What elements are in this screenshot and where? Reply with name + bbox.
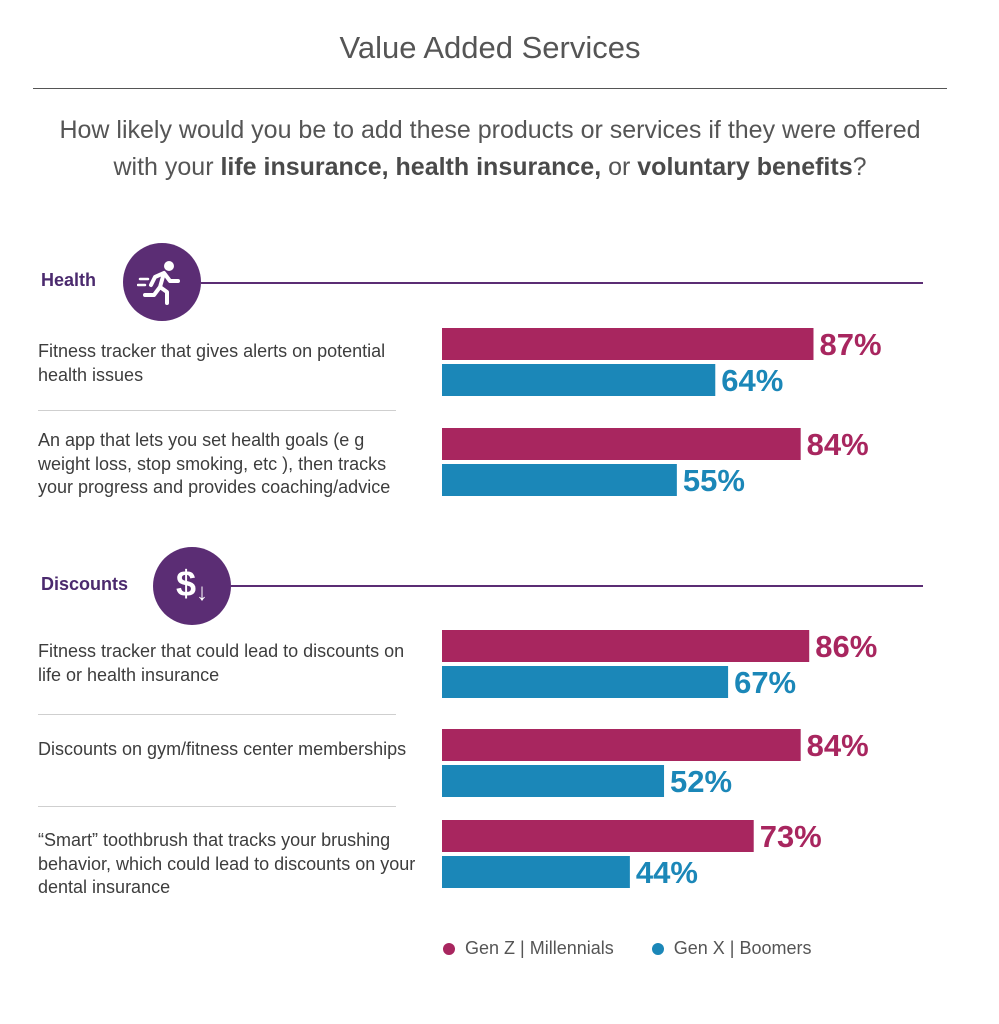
page-title: Value Added Services — [339, 30, 641, 65]
running-person-icon — [123, 243, 201, 321]
value-label-s1-item5: 73% — [760, 819, 822, 854]
value-label-s2-item4: 52% — [670, 764, 732, 799]
value-label-s2-item2: 55% — [683, 463, 745, 498]
value-label-s1-item4: 84% — [807, 728, 869, 763]
survey-question: How likely would you be to add these pro… — [40, 112, 940, 186]
value-label-s1-item3: 86% — [815, 629, 877, 664]
legend-label-series2: Gen X | Boomers — [673, 938, 812, 958]
value-label-s2-item5: 44% — [636, 855, 698, 890]
legend-dot-series1 — [443, 942, 455, 955]
section-label-discounts: Discounts — [41, 574, 129, 594]
bar-s1-item1 — [442, 328, 814, 360]
question-text-3: ? — [852, 153, 867, 181]
item-divider — [38, 714, 396, 715]
question-bold-1: life insurance, health insurance, — [220, 153, 602, 181]
value-label-s1-item2: 84% — [807, 427, 869, 462]
dollar-glyph: $ — [175, 563, 197, 604]
value-label-s2-item1: 64% — [721, 363, 783, 398]
value-label-s1-item1: 87% — [819, 327, 881, 362]
item-divider — [38, 410, 396, 411]
item-label-gym-discounts: Discounts on gym/fitness center membersh… — [38, 739, 407, 759]
item-label-fitness-discounts: Fitness tracker that could lead to disco… — [38, 641, 405, 685]
legend-dot-series2 — [651, 942, 664, 955]
value-label-s2-item3: 67% — [734, 665, 796, 700]
dollar-down-arrow-icon: $ ↓ — [153, 547, 231, 625]
section-divider-health — [201, 282, 923, 284]
item-divider — [38, 806, 396, 807]
section-label-health: Health — [41, 270, 97, 290]
question-text-1: How likely would you be to add these pro… — [59, 116, 921, 181]
section-divider-discounts — [231, 585, 923, 587]
bar-s2-item1 — [442, 364, 716, 396]
bar-s1-item5 — [442, 820, 754, 852]
legend-item-series1: Gen Z | Millennials — [443, 938, 614, 959]
bar-s1-item4 — [442, 729, 801, 761]
question-text-2: or — [601, 153, 638, 181]
bar-s1-item2 — [442, 428, 801, 460]
bar-s1-item3 — [442, 630, 810, 662]
chart-legend: Gen Z | Millennials Gen X | Boomers — [443, 938, 811, 959]
question-bold-2: voluntary benefits — [637, 153, 853, 181]
down-arrow-glyph: ↓ — [196, 579, 209, 606]
bar-s2-item2 — [442, 464, 677, 496]
title-divider — [33, 88, 947, 89]
bar-s2-item3 — [442, 666, 729, 698]
item-label-smart-toothbrush: “Smart” toothbrush that tracks your brus… — [38, 830, 416, 897]
item-label-health-goals-app: An app that lets you set health goals (e… — [38, 430, 391, 497]
legend-label-series1: Gen Z | Millennials — [465, 938, 614, 958]
legend-item-series2: Gen X | Boomers — [651, 938, 812, 959]
bar-s2-item4 — [442, 765, 665, 797]
item-label-fitness-alerts: Fitness tracker that gives alerts on pot… — [38, 341, 386, 385]
bar-s2-item5 — [442, 856, 630, 888]
